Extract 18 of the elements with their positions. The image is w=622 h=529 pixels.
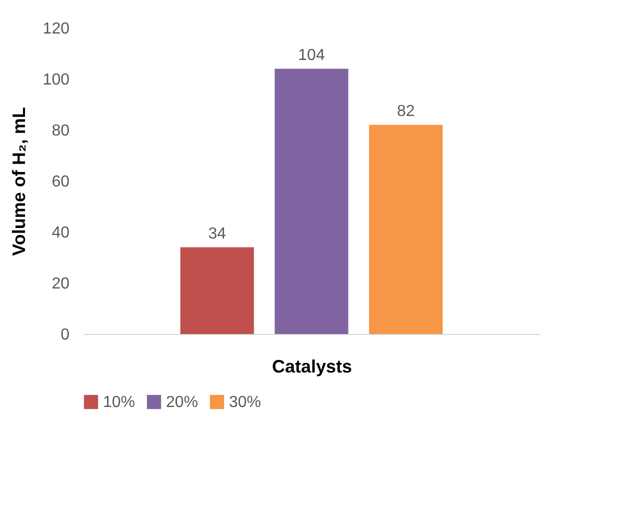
data-label: 34 [208, 225, 226, 242]
bar [369, 124, 443, 334]
y-tick-label: 80 [52, 122, 70, 140]
y-tick-label: 60 [52, 174, 70, 190]
data-label: 104 [298, 46, 325, 64]
x-axis-title: Catalysts [272, 356, 352, 376]
legend-label: 30% [229, 394, 262, 411]
y-tick-label: 100 [42, 72, 70, 88]
bar [180, 247, 254, 334]
data-label: 82 [396, 102, 415, 120]
y-axis-title: Volume of H₂, mL [8, 107, 29, 256]
y-tick-label: 20 [52, 276, 70, 292]
y-tick-label: 120 [42, 20, 70, 38]
bar [274, 68, 348, 334]
y-tick-label: 40 [52, 224, 70, 242]
legend-label: 10% [103, 394, 136, 411]
y-tick-label: 0 [60, 326, 70, 344]
legend-label: 20% [166, 394, 198, 411]
